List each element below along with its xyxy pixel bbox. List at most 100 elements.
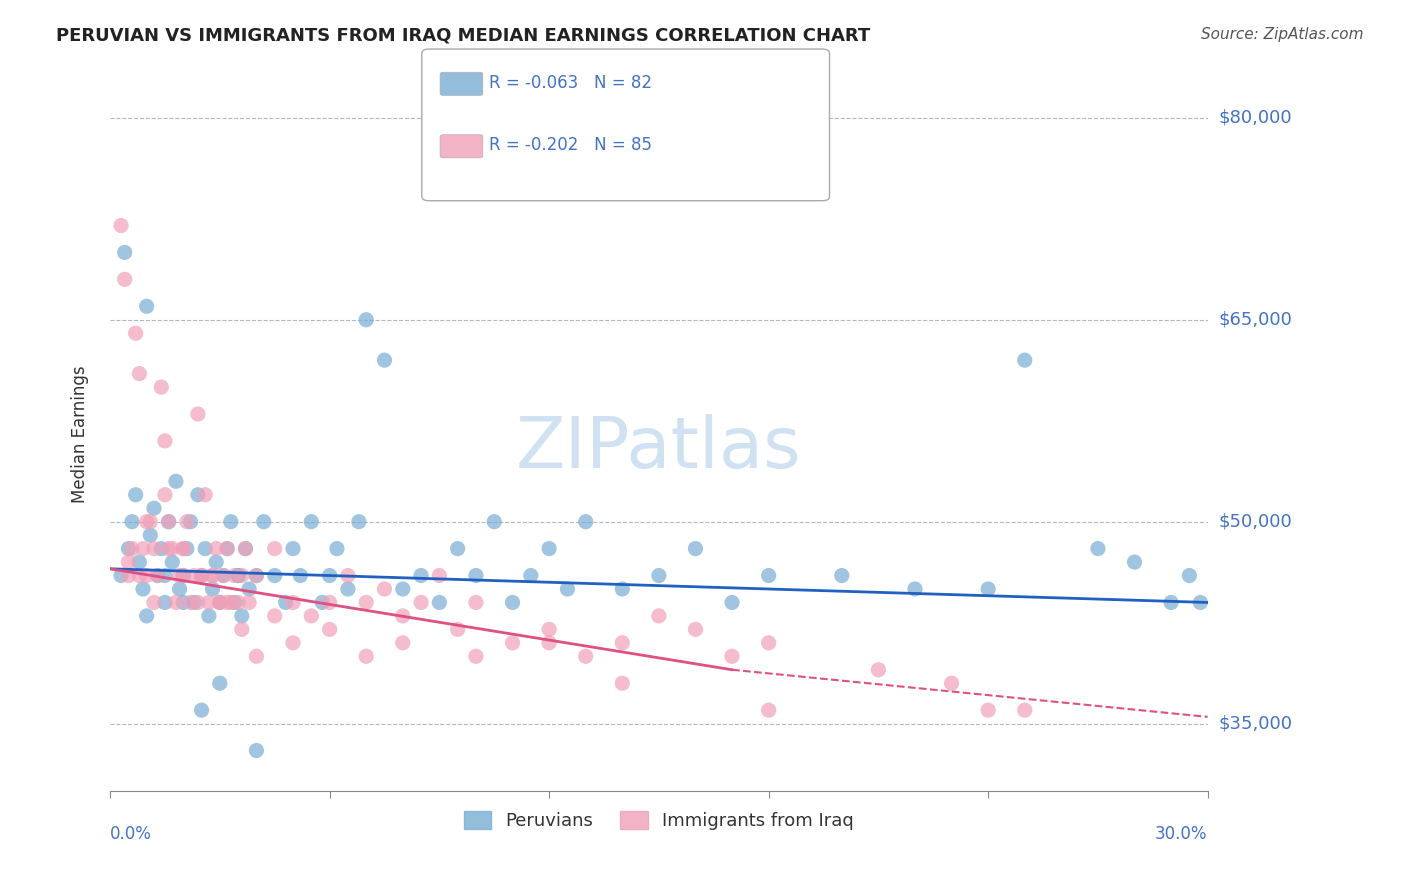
Point bbox=[465, 568, 488, 582]
Point bbox=[198, 608, 221, 623]
Point bbox=[484, 515, 506, 529]
Point bbox=[231, 608, 253, 623]
Point bbox=[612, 676, 634, 690]
Point bbox=[187, 488, 209, 502]
Point bbox=[205, 555, 228, 569]
Point bbox=[281, 636, 304, 650]
Point bbox=[409, 568, 432, 582]
Point bbox=[139, 515, 162, 529]
Point bbox=[212, 568, 235, 582]
Point bbox=[217, 541, 239, 556]
Point bbox=[245, 743, 267, 757]
Point bbox=[904, 582, 927, 596]
Point bbox=[201, 568, 224, 582]
Point bbox=[263, 568, 285, 582]
Point bbox=[219, 515, 242, 529]
Point bbox=[132, 541, 155, 556]
Point bbox=[235, 541, 257, 556]
Point bbox=[117, 568, 139, 582]
Point bbox=[135, 299, 157, 313]
Point bbox=[336, 568, 359, 582]
Point bbox=[977, 582, 1000, 596]
Point bbox=[153, 595, 176, 609]
Point bbox=[172, 541, 194, 556]
Point bbox=[224, 568, 246, 582]
Point bbox=[172, 595, 194, 609]
Point bbox=[245, 568, 267, 582]
Point bbox=[299, 608, 322, 623]
Text: Source: ZipAtlas.com: Source: ZipAtlas.com bbox=[1201, 27, 1364, 42]
Point bbox=[110, 219, 132, 233]
Point bbox=[128, 568, 150, 582]
Point bbox=[183, 595, 205, 609]
Point bbox=[208, 595, 231, 609]
Point bbox=[612, 636, 634, 650]
Text: ZIPatlas: ZIPatlas bbox=[516, 414, 801, 483]
Point bbox=[132, 582, 155, 596]
Point bbox=[575, 649, 598, 664]
Point bbox=[253, 515, 276, 529]
Point bbox=[347, 515, 370, 529]
Point bbox=[311, 595, 333, 609]
Point bbox=[162, 555, 184, 569]
Point bbox=[128, 367, 150, 381]
Point bbox=[212, 568, 235, 582]
Point bbox=[153, 568, 176, 582]
Point bbox=[176, 541, 198, 556]
Point bbox=[245, 568, 267, 582]
Point bbox=[557, 582, 579, 596]
Point bbox=[135, 515, 157, 529]
Point bbox=[172, 568, 194, 582]
Point bbox=[318, 568, 340, 582]
Point bbox=[226, 568, 249, 582]
Point bbox=[121, 515, 143, 529]
Point bbox=[1014, 703, 1036, 717]
Point bbox=[502, 636, 524, 650]
Point bbox=[446, 541, 468, 556]
Point bbox=[150, 541, 173, 556]
Point bbox=[217, 595, 239, 609]
Point bbox=[194, 541, 217, 556]
Point bbox=[263, 541, 285, 556]
Point bbox=[198, 595, 221, 609]
Point bbox=[290, 568, 312, 582]
Point bbox=[281, 541, 304, 556]
Point bbox=[190, 568, 212, 582]
Text: PERUVIAN VS IMMIGRANTS FROM IRAQ MEDIAN EARNINGS CORRELATION CHART: PERUVIAN VS IMMIGRANTS FROM IRAQ MEDIAN … bbox=[56, 27, 870, 45]
Point bbox=[520, 568, 543, 582]
Point bbox=[125, 326, 148, 341]
Point bbox=[190, 568, 212, 582]
Point bbox=[263, 608, 285, 623]
Point bbox=[125, 488, 148, 502]
Point bbox=[153, 488, 176, 502]
Point bbox=[538, 636, 561, 650]
Point bbox=[187, 595, 209, 609]
Text: 0.0%: 0.0% bbox=[110, 824, 152, 843]
Point bbox=[427, 568, 450, 582]
Point bbox=[146, 568, 169, 582]
Point bbox=[157, 515, 180, 529]
Point bbox=[224, 595, 246, 609]
Point bbox=[172, 568, 194, 582]
Point bbox=[162, 541, 184, 556]
Point bbox=[205, 541, 228, 556]
Point bbox=[187, 407, 209, 421]
Point bbox=[235, 541, 257, 556]
Point bbox=[165, 595, 187, 609]
Point bbox=[758, 568, 780, 582]
Point bbox=[117, 541, 139, 556]
Point bbox=[1160, 595, 1182, 609]
Point bbox=[121, 541, 143, 556]
Point bbox=[721, 649, 744, 664]
Point bbox=[150, 380, 173, 394]
Point bbox=[373, 353, 395, 368]
Point bbox=[1178, 568, 1201, 582]
Point bbox=[201, 568, 224, 582]
Point bbox=[201, 582, 224, 596]
Point bbox=[180, 515, 202, 529]
Point bbox=[502, 595, 524, 609]
Point bbox=[538, 623, 561, 637]
Point bbox=[1087, 541, 1109, 556]
Point bbox=[245, 649, 267, 664]
Point bbox=[685, 541, 707, 556]
